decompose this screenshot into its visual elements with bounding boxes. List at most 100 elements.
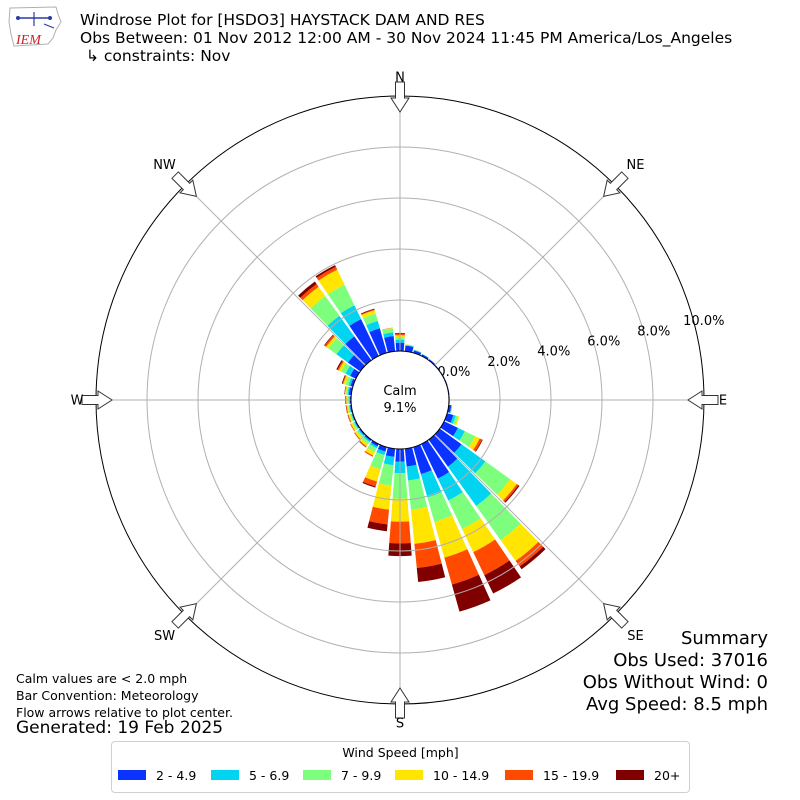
- bar-segment: [500, 523, 539, 561]
- legend-label: 2 - 4.9: [156, 767, 197, 783]
- bar-segment: [348, 377, 354, 387]
- direction-bar: [298, 281, 372, 365]
- bar-segment: [364, 451, 374, 457]
- bar-segment: [449, 405, 452, 413]
- bar-segment: [367, 444, 377, 453]
- bar-segment: [413, 350, 422, 356]
- legend-swatch: [211, 770, 239, 780]
- bar-segment: [382, 328, 394, 334]
- bar-segment: [350, 422, 357, 431]
- iem-logo: IEM: [4, 4, 64, 52]
- calm-center: Calm 9.1%: [350, 350, 450, 450]
- bar-segment: [361, 309, 375, 315]
- bar-segment: [382, 327, 393, 331]
- bar-segment: [450, 405, 453, 414]
- bar-segment: [344, 386, 347, 395]
- direction-bar: [323, 334, 365, 372]
- grid-spoke: [184, 434, 366, 616]
- bar-segment: [448, 492, 481, 530]
- legend-item: 20+: [616, 767, 680, 783]
- radial-tick-label: 2.0%: [487, 355, 520, 370]
- calm-label: Calm: [383, 384, 416, 399]
- bar-segment: [359, 441, 367, 448]
- compass-label-ne: NE: [627, 158, 645, 173]
- logo-text: IEM: [15, 33, 42, 48]
- bar-segment: [384, 336, 396, 353]
- direction-bar: [354, 428, 365, 440]
- bar-segment: [349, 404, 352, 413]
- bar-segment: [315, 265, 336, 278]
- bar-segment: [422, 353, 429, 358]
- bar-segment: [347, 414, 352, 423]
- bar-segment: [383, 332, 394, 338]
- bar-segment: [345, 405, 349, 414]
- bar-segment: [363, 313, 378, 326]
- legend-swatch: [616, 770, 644, 780]
- bar-segment: [453, 427, 465, 441]
- bar-segment: [414, 349, 422, 353]
- compass-label-w: W: [71, 394, 84, 409]
- compass-arrow-se: [602, 602, 629, 629]
- direction-bar: [347, 413, 356, 423]
- bar-segment: [404, 447, 417, 467]
- bar-segment: [349, 319, 379, 360]
- bar-segment: [338, 361, 346, 372]
- bar-segment: [359, 428, 365, 436]
- compass-arrow-ne: [602, 171, 629, 198]
- bar-segment: [476, 493, 521, 541]
- direction-bar: [428, 359, 436, 365]
- chart-subtitle: Obs Between: 01 Nov 2012 12:00 AM - 30 N…: [80, 29, 733, 47]
- bar-segment: [440, 421, 458, 437]
- bar-segment: [361, 437, 370, 445]
- bar-segment: [444, 549, 479, 585]
- bar-segment: [427, 492, 453, 523]
- bar-segment: [473, 539, 510, 576]
- bar-segment: [350, 368, 360, 379]
- bar-segment: [326, 336, 337, 349]
- bar-segment: [345, 405, 348, 414]
- bar-segment: [459, 431, 476, 448]
- bar-segment: [343, 375, 349, 385]
- bar-segment: [447, 404, 452, 413]
- direction-bar: [345, 404, 353, 414]
- bar-segment: [367, 521, 388, 532]
- compass-labels: N NE E SE S SW W NW: [71, 71, 728, 732]
- radial-tick-label: 8.0%: [637, 324, 670, 339]
- bar-segment: [298, 281, 317, 298]
- bar-segment: [354, 431, 362, 439]
- summary-avg-speed: Avg Speed: 8.5 mph: [586, 694, 768, 715]
- direction-bar: [382, 327, 396, 353]
- legend-item: 7 - 9.9: [303, 767, 381, 783]
- direction-bar: [435, 428, 520, 503]
- bar-segment: [408, 478, 428, 510]
- bar-segment: [352, 422, 358, 430]
- direction-bar: [360, 308, 387, 356]
- bar-segment: [356, 430, 364, 438]
- bar-segment: [349, 413, 354, 422]
- bar-segment: [450, 414, 456, 424]
- compass-arrow-w: [81, 390, 113, 410]
- bar-segment: [350, 423, 355, 432]
- bar-segment: [327, 315, 355, 344]
- bar-segment: [360, 439, 369, 447]
- bar-segment: [473, 438, 483, 452]
- bar-segment: [447, 458, 492, 507]
- radial-tick-label: 10.0%: [683, 314, 724, 329]
- bar-segment: [497, 479, 517, 501]
- compass-label-se: SE: [627, 629, 643, 644]
- calm-value: 9.1%: [383, 401, 416, 416]
- bar-segment: [378, 463, 394, 486]
- bar-segment: [316, 266, 338, 281]
- legend-label: 20+: [654, 767, 681, 783]
- direction-bar: [447, 404, 453, 414]
- direction-bar: [315, 265, 379, 360]
- bar-segment: [416, 563, 446, 582]
- bar-segment: [452, 415, 459, 425]
- bar-segment: [366, 320, 380, 333]
- bar-segment: [359, 440, 367, 448]
- bar-segment: [385, 447, 396, 457]
- bar-segment: [365, 447, 375, 456]
- legend-item: 10 - 14.9: [395, 767, 489, 783]
- bar-segment: [475, 461, 511, 495]
